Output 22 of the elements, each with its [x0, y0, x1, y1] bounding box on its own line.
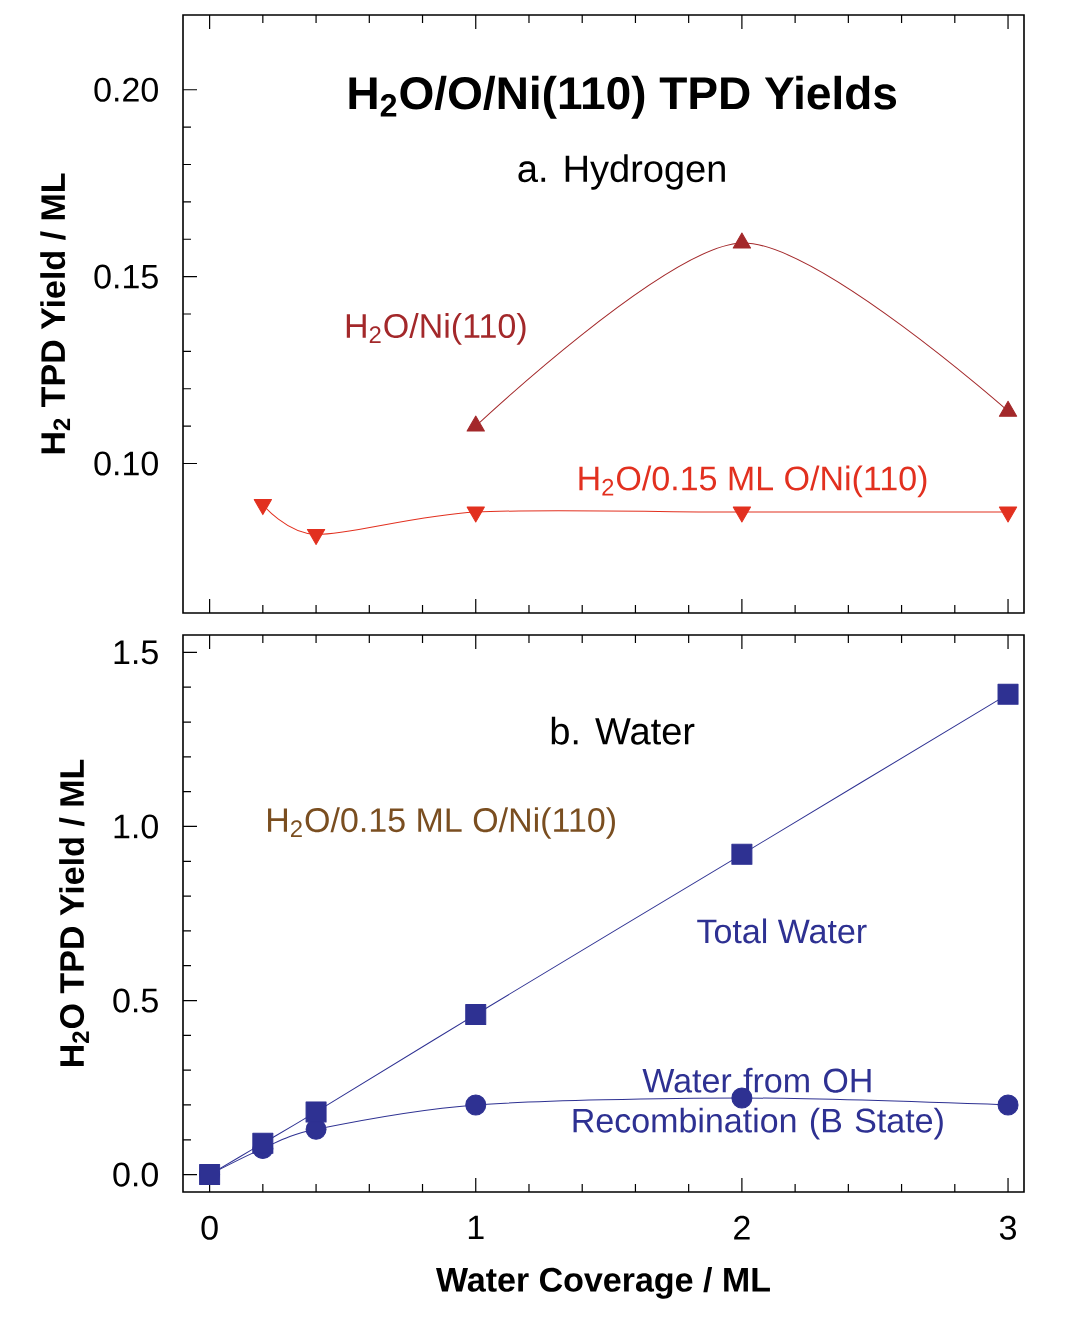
y-tick-label: 0.5: [113, 988, 158, 1013]
series-label: H$_{2}$O/Ni(110): [346, 313, 526, 345]
text: b. Water: [551, 716, 695, 745]
y-tick-label: 0.0: [113, 1162, 158, 1187]
x-axis-title: Water Coverage / ML: [435, 1266, 770, 1299]
annotation: H$_{2}$O/0.15 ML O/Ni(110): [267, 807, 615, 839]
y-axis-title: H$_{2}$O TPD Yield / ML: [59, 759, 89, 1066]
y-tick-label: 1.5: [114, 640, 158, 665]
text: a. Hydrogen: [518, 154, 725, 190]
x-tick-label: 2: [734, 1215, 750, 1240]
y-tick-label: 1.0: [114, 814, 158, 839]
y-tick-label: 0.20: [94, 77, 158, 102]
y-tick-label: 0.10: [94, 451, 158, 476]
legend-label: Water from OH Recombination (B State): [573, 1067, 943, 1140]
series-label: H$_{2}$O/0.15 ML O/Ni(110): [579, 465, 927, 498]
series-label: Total Water: [697, 918, 867, 944]
y-axis-title: H$_{2}$ TPD Yield / ML: [40, 173, 70, 454]
x-tick-label: 3: [999, 1215, 1016, 1240]
y-tick-label: 0.15: [94, 264, 158, 289]
x-tick-label: 0: [201, 1215, 218, 1240]
text: H$_{2}$O/O/Ni(110) TPD Yields: [349, 75, 896, 119]
x-tick-label: 1: [468, 1215, 484, 1240]
